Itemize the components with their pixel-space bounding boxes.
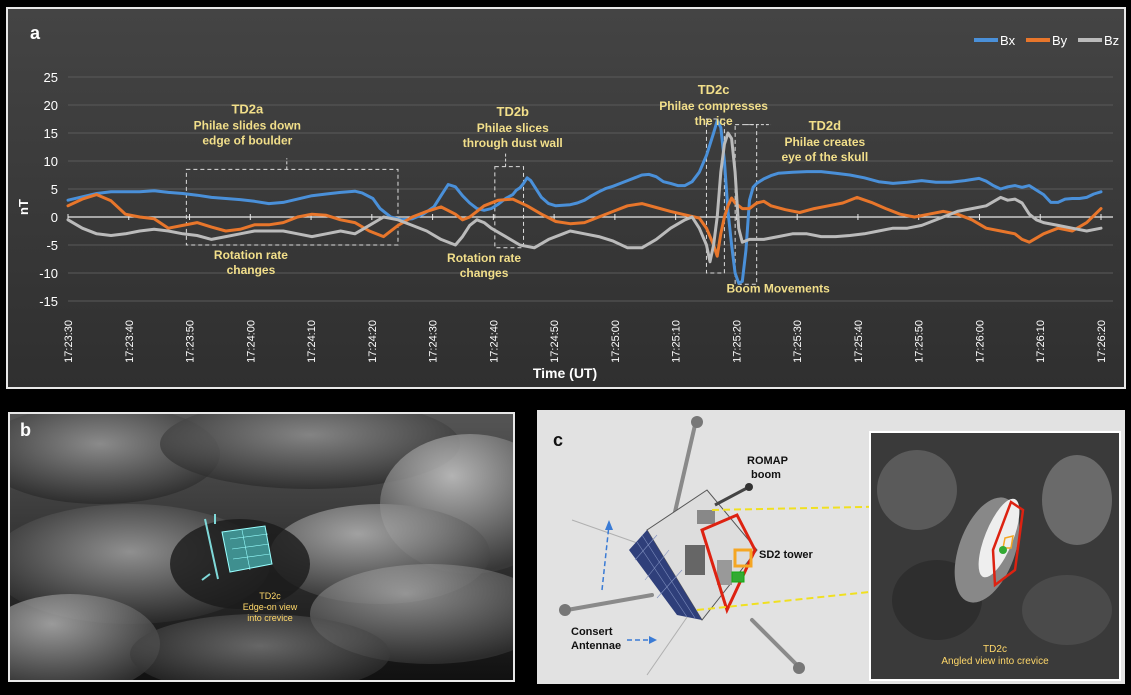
x-tick-label: 17:25:10 — [671, 320, 683, 363]
crevice-inset-image: TD2c Angled view into crevice — [869, 431, 1121, 681]
x-tick-label: 17:26:20 — [1096, 320, 1108, 363]
x-tick-label: 17:25:50 — [914, 320, 926, 363]
lander-diagram-panel: TD2c Angled view into crevice ROMAP boom… — [537, 410, 1125, 684]
romap-label-line-2: boom — [751, 469, 781, 481]
panel-b-caption-line-2: Edge-on view — [243, 602, 298, 612]
annotation-title: TD2b — [497, 104, 530, 119]
annotation-text: Boom Movements — [727, 282, 831, 296]
annotation-title: TD2d — [809, 118, 842, 133]
y-axis-label: nT — [16, 199, 31, 215]
y-tick-label: -10 — [39, 266, 58, 281]
x-tick-label: 17:23:50 — [185, 320, 197, 363]
annotation-text: edge of boulder — [202, 133, 292, 147]
x-tick-label: 17:26:00 — [974, 320, 986, 363]
legend-label-bx: Bx — [1000, 33, 1016, 48]
x-tick-label: 17:24:50 — [549, 320, 561, 363]
x-tick-label: 17:25:00 — [610, 320, 622, 363]
x-tick-label: 17:24:20 — [367, 320, 379, 363]
annotation-title: TD2c — [698, 82, 730, 97]
annotation-text: Philae creates — [784, 135, 865, 149]
legend: Bx By Bz — [974, 33, 1119, 48]
y-tick-label: 10 — [44, 154, 58, 169]
chart-background — [8, 9, 1124, 387]
panel-b-label: b — [20, 420, 31, 440]
x-tick-label: 17:23:40 — [124, 320, 136, 363]
annotation-text: Philae slices — [477, 121, 549, 135]
y-tick-label: -15 — [39, 294, 58, 309]
annotation-text: changes — [460, 266, 509, 280]
annotation-text: changes — [227, 263, 276, 277]
annotation-text: the ice — [695, 114, 733, 128]
inset-caption-line-2: Angled view into crevice — [941, 656, 1049, 667]
legend-label-by: By — [1052, 33, 1068, 48]
annotation-box — [494, 166, 525, 249]
annotation-text: Philae slides down — [194, 118, 301, 132]
consert-label-line-1: Consert — [571, 626, 613, 638]
x-tick-labels: 17:23:30 17:23:40 17:23:50 17:24:00 17:24:10… — [63, 320, 1108, 363]
annotation-text: eye of the skull — [781, 150, 868, 164]
series-line-by — [66, 193, 1103, 258]
x-tick-label: 17:25:20 — [731, 320, 743, 363]
annotation-text: Rotation rate — [214, 248, 288, 262]
x-tick-label: 17:25:40 — [853, 320, 865, 363]
series-line-bz — [66, 131, 1103, 264]
panel-c-label: c — [553, 430, 564, 450]
x-tick-label: 17:23:30 — [63, 320, 75, 363]
magnetometer-chart-panel: a 25 20 15 10 5 0 -5 -10 -15 17:23:30 17:23:40 17:… — [6, 7, 1126, 389]
x-axis-label: Time (UT) — [533, 365, 597, 381]
annotation-title: TD2a — [231, 101, 264, 116]
consert-label-line-2: Antennae — [571, 640, 621, 652]
x-tick-label: 17:25:30 — [792, 320, 804, 363]
comet-surface-image-panel: TD2c Edge-on view into crevice b — [8, 412, 515, 682]
series-lines — [66, 119, 1103, 285]
annotation-text: Philae compresses — [659, 99, 768, 113]
sd2-tower-label: SD2 tower — [759, 549, 814, 561]
x-tick-label: 17:26:10 — [1035, 320, 1047, 363]
annotation-text: through dust wall — [463, 136, 563, 150]
comet-surface-image: TD2c Edge-on view into crevice — [10, 414, 513, 680]
y-tick-label: 5 — [51, 182, 58, 197]
annotation-box — [705, 118, 725, 274]
x-tick-label: 17:24:00 — [245, 320, 257, 363]
y-tick-labels: 25 20 15 10 5 0 -5 -10 -15 — [39, 70, 58, 309]
panel-b-caption-line-3: into crevice — [247, 613, 293, 623]
x-tick-label: 17:24:40 — [488, 320, 500, 363]
series-line-bx — [66, 119, 1103, 285]
x-tick-label: 17:24:30 — [428, 320, 440, 363]
inset-caption-line-1: TD2c — [983, 644, 1007, 655]
y-tick-label: 25 — [44, 70, 58, 85]
legend-label-bz: Bz — [1104, 33, 1119, 48]
y-tick-label: 15 — [44, 126, 58, 141]
y-tick-label: 20 — [44, 98, 58, 113]
philae-lander-drawing — [201, 514, 273, 581]
panel-a-label: a — [30, 23, 41, 43]
y-tick-label: 0 — [51, 210, 58, 225]
romap-label-line-1: ROMAP — [747, 455, 788, 467]
annotation-text: Rotation rate — [447, 251, 521, 265]
annotation-box — [185, 168, 399, 246]
y-tick-label: -5 — [46, 238, 58, 253]
x-tick-label: 17:24:10 — [306, 320, 318, 363]
panel-b-caption-line-1: TD2c — [259, 591, 281, 601]
lander-diagram: TD2c Angled view into crevice ROMAP boom… — [537, 410, 1125, 684]
